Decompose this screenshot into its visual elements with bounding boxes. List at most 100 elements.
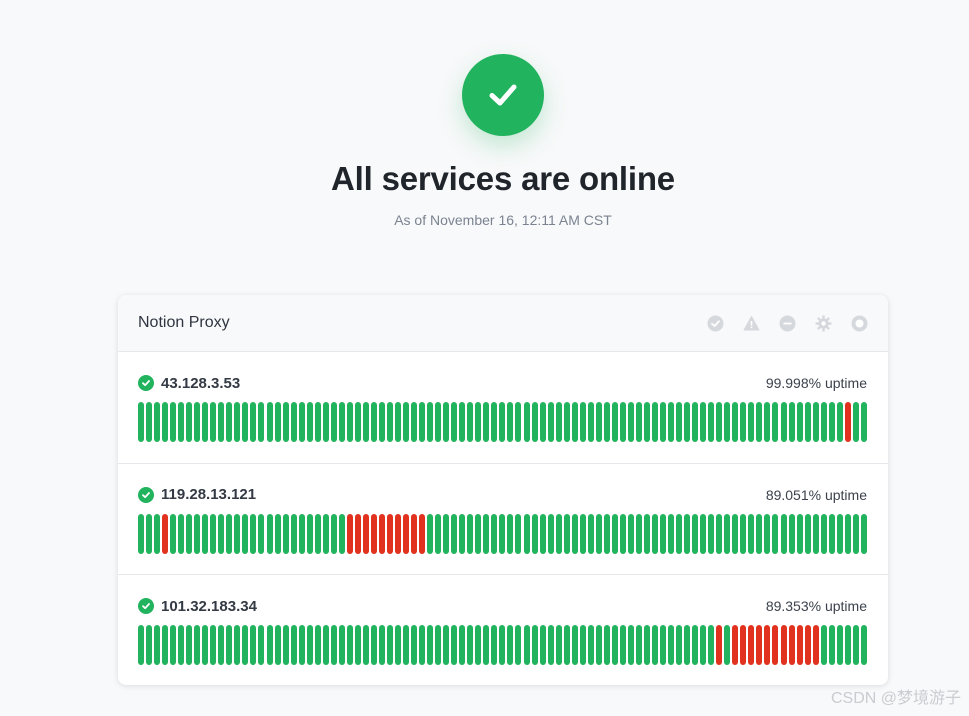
uptime-bar-down[interactable] <box>162 513 169 554</box>
uptime-bar-down[interactable] <box>804 625 811 665</box>
uptime-bar-up[interactable] <box>354 625 361 665</box>
uptime-bar-up[interactable] <box>234 402 241 442</box>
uptime-bar-up[interactable] <box>242 513 249 554</box>
uptime-bar-up[interactable] <box>724 625 731 665</box>
uptime-bar-up[interactable] <box>370 402 377 442</box>
uptime-bar-up[interactable] <box>539 625 546 665</box>
uptime-bar-up[interactable] <box>547 402 554 442</box>
uptime-bar-up[interactable] <box>451 625 458 665</box>
uptime-bar-up[interactable] <box>684 513 691 554</box>
uptime-bar-up[interactable] <box>756 513 763 554</box>
uptime-bar-up[interactable] <box>218 625 225 665</box>
uptime-bar-up[interactable] <box>162 625 169 665</box>
uptime-bar-up[interactable] <box>716 513 723 554</box>
uptime-bar-up[interactable] <box>459 402 466 442</box>
uptime-bar-up[interactable] <box>643 513 650 554</box>
uptime-bar-up[interactable] <box>844 513 851 554</box>
uptime-bar-up[interactable] <box>796 513 803 554</box>
uptime-bar-up[interactable] <box>652 402 658 442</box>
uptime-bar-up[interactable] <box>419 625 426 665</box>
uptime-bar-down[interactable] <box>370 513 377 554</box>
uptime-bar-up[interactable] <box>619 625 626 665</box>
uptime-bar-up[interactable] <box>290 625 297 665</box>
uptime-bar-up[interactable] <box>138 402 144 442</box>
uptime-bar-up[interactable] <box>298 513 305 554</box>
uptime-bar-up[interactable] <box>531 402 538 442</box>
uptime-bar-up[interactable] <box>210 625 217 665</box>
uptime-bar-up[interactable] <box>603 402 610 442</box>
uptime-bar-up[interactable] <box>314 513 321 554</box>
uptime-bar-up[interactable] <box>338 402 345 442</box>
uptime-bar-up[interactable] <box>202 402 209 442</box>
uptime-bar-up[interactable] <box>619 402 626 442</box>
uptime-bar-up[interactable] <box>860 513 867 554</box>
uptime-bar-up[interactable] <box>411 625 418 665</box>
uptime-bar-up[interactable] <box>627 402 634 442</box>
uptime-bar-down[interactable] <box>796 625 803 665</box>
uptime-bar-up[interactable] <box>547 625 554 665</box>
uptime-bar-up[interactable] <box>483 625 490 665</box>
uptime-bar-down[interactable] <box>756 625 763 665</box>
uptime-bar-up[interactable] <box>836 513 843 554</box>
uptime-bar-up[interactable] <box>395 402 401 442</box>
uptime-bar-up[interactable] <box>700 513 707 554</box>
uptime-bar-up[interactable] <box>306 513 313 554</box>
uptime-bar-up[interactable] <box>507 513 514 554</box>
uptime-bar-up[interactable] <box>852 513 859 554</box>
uptime-bar-up[interactable] <box>467 513 474 554</box>
uptime-bar-up[interactable] <box>852 402 859 442</box>
uptime-bar-up[interactable] <box>635 402 642 442</box>
uptime-bar-up[interactable] <box>539 402 546 442</box>
uptime-bar-up[interactable] <box>668 402 675 442</box>
uptime-bar-up[interactable] <box>475 402 482 442</box>
uptime-bar-down[interactable] <box>419 513 426 554</box>
uptime-bar-up[interactable] <box>250 625 257 665</box>
uptime-bar-up[interactable] <box>788 402 795 442</box>
uptime-bar-up[interactable] <box>523 513 530 554</box>
uptime-bar-up[interactable] <box>660 625 667 665</box>
uptime-bar-up[interactable] <box>467 402 474 442</box>
uptime-bar-up[interactable] <box>611 513 618 554</box>
uptime-bar-up[interactable] <box>322 402 329 442</box>
uptime-bar-up[interactable] <box>258 402 265 442</box>
uptime-bar-up[interactable] <box>154 625 161 665</box>
uptime-bar-up[interactable] <box>660 513 667 554</box>
uptime-bar-up[interactable] <box>386 402 393 442</box>
uptime-bar-up[interactable] <box>716 402 723 442</box>
gear-icon[interactable] <box>815 315 832 332</box>
uptime-bar-up[interactable] <box>451 513 458 554</box>
uptime-bar-up[interactable] <box>692 625 699 665</box>
uptime-bar-up[interactable] <box>499 625 506 665</box>
warning-icon[interactable] <box>743 315 760 332</box>
uptime-bar-up[interactable] <box>668 513 675 554</box>
uptime-bar-up[interactable] <box>547 513 554 554</box>
uptime-bar-up[interactable] <box>282 625 289 665</box>
uptime-bar-up[interactable] <box>330 625 337 665</box>
uptime-bar-down[interactable] <box>788 625 795 665</box>
uptime-bar-up[interactable] <box>724 402 731 442</box>
uptime-bar-up[interactable] <box>314 402 321 442</box>
uptime-bar-up[interactable] <box>210 513 217 554</box>
uptime-bar-up[interactable] <box>676 402 683 442</box>
uptime-bar-up[interactable] <box>732 402 739 442</box>
uptime-bar-up[interactable] <box>820 513 827 554</box>
uptime-bar-up[interactable] <box>218 402 225 442</box>
uptime-bar-down[interactable] <box>362 513 369 554</box>
uptime-bar-down[interactable] <box>740 625 747 665</box>
uptime-bar-up[interactable] <box>483 402 490 442</box>
uptime-bar-up[interactable] <box>274 625 281 665</box>
uptime-bar-up[interactable] <box>652 625 658 665</box>
uptime-bar-up[interactable] <box>515 625 522 665</box>
uptime-bar-up[interactable] <box>282 402 289 442</box>
uptime-bar-up[interactable] <box>595 625 602 665</box>
uptime-bar-down[interactable] <box>764 625 771 665</box>
uptime-bar-up[interactable] <box>523 402 530 442</box>
uptime-bar-up[interactable] <box>692 513 699 554</box>
uptime-bar-up[interactable] <box>539 513 546 554</box>
uptime-bar-up[interactable] <box>170 625 177 665</box>
uptime-bar-up[interactable] <box>668 625 675 665</box>
uptime-bar-up[interactable] <box>403 625 410 665</box>
uptime-bar-up[interactable] <box>499 402 506 442</box>
uptime-bar-up[interactable] <box>146 513 153 554</box>
uptime-bar-up[interactable] <box>186 625 193 665</box>
